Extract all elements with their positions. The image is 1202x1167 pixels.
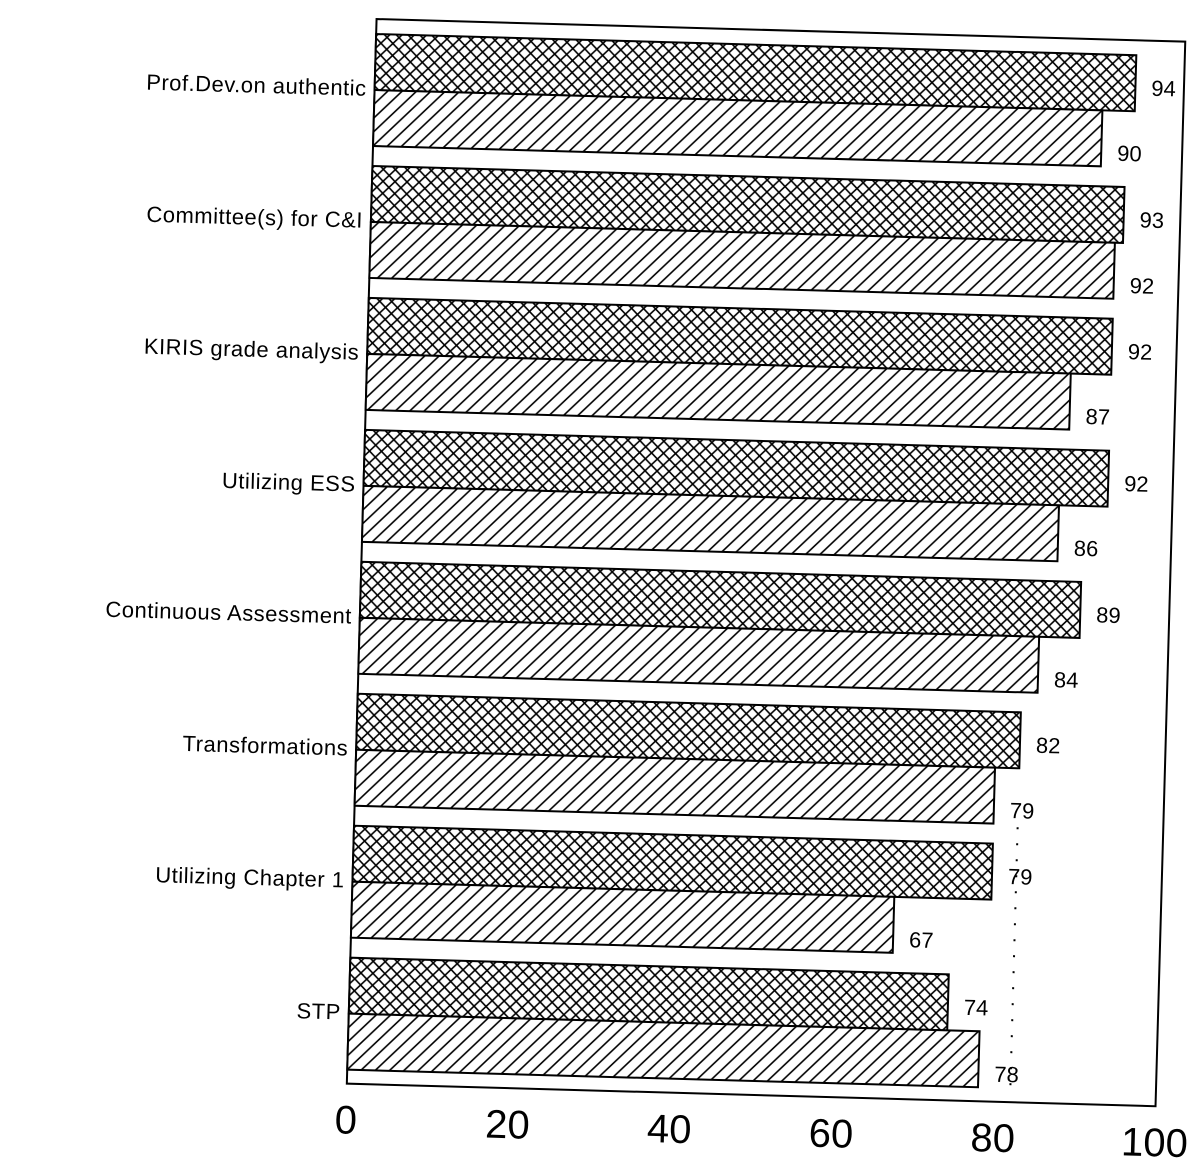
bar bbox=[353, 748, 997, 825]
category-label: Utilizing Chapter 1 bbox=[155, 862, 345, 892]
data-label: 87 bbox=[1085, 404, 1110, 430]
data-label: 93 bbox=[1139, 207, 1164, 233]
category-label: Utilizing ESS bbox=[222, 468, 356, 497]
category-label: Transformations bbox=[182, 731, 348, 761]
data-label: 92 bbox=[1129, 273, 1154, 299]
data-label: 67 bbox=[909, 927, 934, 953]
x-tick-label: 40 bbox=[646, 1107, 692, 1152]
plot-frame bbox=[345, 18, 1187, 1108]
data-label: 92 bbox=[1128, 339, 1153, 365]
category-label: KIRIS grade analysis bbox=[144, 334, 360, 365]
x-tick-label: 0 bbox=[334, 1098, 357, 1143]
category-label: Prof.Dev.on authentic bbox=[146, 70, 367, 101]
data-label: 78 bbox=[994, 1062, 1019, 1088]
data-label: 94 bbox=[1151, 76, 1176, 102]
x-tick-label: 60 bbox=[808, 1112, 854, 1157]
category-label: Continuous Assessment bbox=[105, 597, 352, 629]
bar bbox=[346, 1012, 981, 1089]
bar bbox=[360, 484, 1061, 563]
x-tick-label: 80 bbox=[970, 1116, 1016, 1161]
category-label: Committee(s) for C&I bbox=[146, 202, 363, 233]
bar bbox=[349, 880, 896, 954]
x-tick-label: 20 bbox=[485, 1103, 531, 1148]
data-label: 82 bbox=[1036, 733, 1061, 759]
data-label: 74 bbox=[964, 995, 989, 1021]
data-label: 86 bbox=[1073, 536, 1098, 562]
data-label: 90 bbox=[1117, 141, 1142, 167]
bar bbox=[357, 616, 1041, 694]
bar bbox=[364, 352, 1072, 431]
x-tick-label: 100 bbox=[1121, 1120, 1189, 1162]
data-label: 89 bbox=[1096, 602, 1121, 628]
category-label: STP bbox=[296, 998, 341, 1024]
data-label: 79 bbox=[1009, 798, 1034, 824]
data-label: 92 bbox=[1124, 471, 1149, 497]
reference-dotted-line bbox=[1009, 827, 1019, 1098]
data-label: 84 bbox=[1054, 667, 1079, 693]
data-label: 79 bbox=[1008, 864, 1033, 890]
bar bbox=[371, 88, 1104, 168]
bar bbox=[368, 220, 1116, 300]
